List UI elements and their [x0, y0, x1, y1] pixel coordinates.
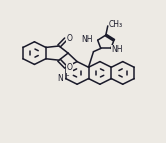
Text: NH: NH	[112, 45, 123, 54]
Text: O: O	[67, 63, 73, 73]
Text: N: N	[57, 74, 63, 83]
Text: O: O	[67, 34, 73, 43]
Text: CH₃: CH₃	[109, 20, 123, 29]
Text: NH: NH	[82, 35, 93, 44]
Text: $^{-}$: $^{-}$	[65, 74, 71, 79]
